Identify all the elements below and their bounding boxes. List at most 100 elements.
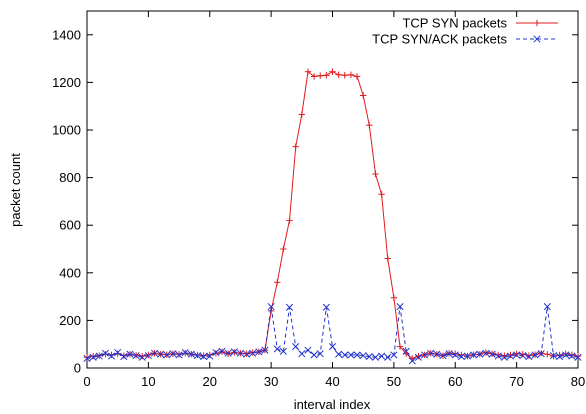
data-point <box>206 352 214 360</box>
data-point <box>408 357 416 365</box>
data-point <box>384 353 392 361</box>
data-point <box>494 352 502 360</box>
data-point <box>138 353 146 361</box>
data-point <box>390 351 398 359</box>
data-point <box>500 353 508 361</box>
data-point <box>519 350 526 358</box>
data-point <box>126 350 134 358</box>
data-point <box>193 352 202 360</box>
y-tick-label: 1000 <box>52 123 81 138</box>
marker-stroke <box>169 350 177 358</box>
data-point <box>525 352 533 359</box>
data-point <box>83 354 91 363</box>
marker-stroke <box>414 353 422 361</box>
x-tick-label: 50 <box>387 374 401 389</box>
marker-stroke <box>341 351 349 359</box>
marker-stroke <box>261 346 269 354</box>
data-point <box>144 352 152 360</box>
marker-stroke <box>556 353 564 361</box>
data-point <box>95 352 103 360</box>
data-point <box>236 349 244 357</box>
marker-stroke <box>519 352 527 360</box>
marker-stroke <box>562 351 570 359</box>
data-point <box>396 303 404 311</box>
marker-stroke <box>445 350 453 358</box>
data-point <box>414 353 422 361</box>
marker-stroke <box>132 352 140 360</box>
marker-stroke <box>494 352 502 360</box>
data-point <box>328 343 337 351</box>
data-point <box>341 351 349 359</box>
marker-stroke <box>181 348 189 357</box>
data-point <box>107 352 116 360</box>
data-point <box>169 350 177 358</box>
data-point <box>323 72 330 79</box>
marker-stroke <box>200 353 208 361</box>
data-point <box>292 343 300 351</box>
series-2 <box>83 303 582 365</box>
data-point <box>279 347 287 355</box>
marker-stroke <box>267 303 275 311</box>
marker-stroke <box>95 352 103 360</box>
legend-marker <box>533 19 541 27</box>
marker-stroke <box>163 351 171 359</box>
marker-stroke <box>89 353 97 361</box>
data-point <box>304 68 312 75</box>
data-point <box>506 352 515 360</box>
data-point <box>482 349 490 357</box>
data-point <box>304 346 312 354</box>
data-point <box>206 351 213 359</box>
data-point <box>347 351 355 359</box>
legend-label: TCP SYN packets <box>402 16 507 31</box>
data-point <box>157 350 165 358</box>
data-point <box>562 350 569 357</box>
legend-item: TCP SYN packets <box>402 16 558 31</box>
y-tick-label: 600 <box>59 218 81 233</box>
marker-stroke <box>433 350 441 358</box>
marker-stroke <box>543 303 551 311</box>
series-layer <box>83 68 582 365</box>
data-point <box>120 353 128 361</box>
y-tick-label: 200 <box>59 313 81 328</box>
data-point <box>317 72 324 79</box>
data-point <box>280 245 287 253</box>
marker-stroke <box>531 351 539 359</box>
data-point <box>372 170 379 178</box>
marker-stroke <box>513 351 521 359</box>
data-point <box>187 350 195 358</box>
marker-stroke <box>533 35 541 43</box>
data-point <box>200 353 208 361</box>
marker-stroke <box>83 354 91 363</box>
marker-stroke <box>537 350 545 358</box>
marker-stroke <box>568 352 576 360</box>
data-point <box>445 350 453 358</box>
x-tick-label: 0 <box>83 374 90 389</box>
data-point <box>390 294 398 301</box>
marker-stroke <box>279 347 287 355</box>
data-point <box>83 354 91 361</box>
data-point <box>513 351 521 359</box>
marker-stroke <box>212 348 220 357</box>
data-point <box>402 347 410 355</box>
legend-label: TCP SYN/ACK packets <box>372 32 507 47</box>
marker-stroke <box>310 351 318 359</box>
marker-stroke <box>427 349 435 357</box>
data-point <box>243 350 251 358</box>
data-point <box>495 351 502 359</box>
data-point <box>292 143 299 150</box>
legend-item: TCP SYN/ACK packets <box>372 32 558 47</box>
data-point <box>163 351 171 359</box>
data-point <box>175 351 183 359</box>
x-tick-label: 10 <box>141 374 155 389</box>
data-point <box>439 352 447 360</box>
data-point <box>274 279 281 286</box>
data-point <box>224 349 232 357</box>
data-point <box>556 353 564 361</box>
x-tick-label: 20 <box>203 374 217 389</box>
data-point <box>114 348 122 357</box>
marker-stroke <box>157 350 165 358</box>
data-point <box>574 352 582 360</box>
data-point <box>322 303 330 311</box>
data-point <box>476 350 484 358</box>
